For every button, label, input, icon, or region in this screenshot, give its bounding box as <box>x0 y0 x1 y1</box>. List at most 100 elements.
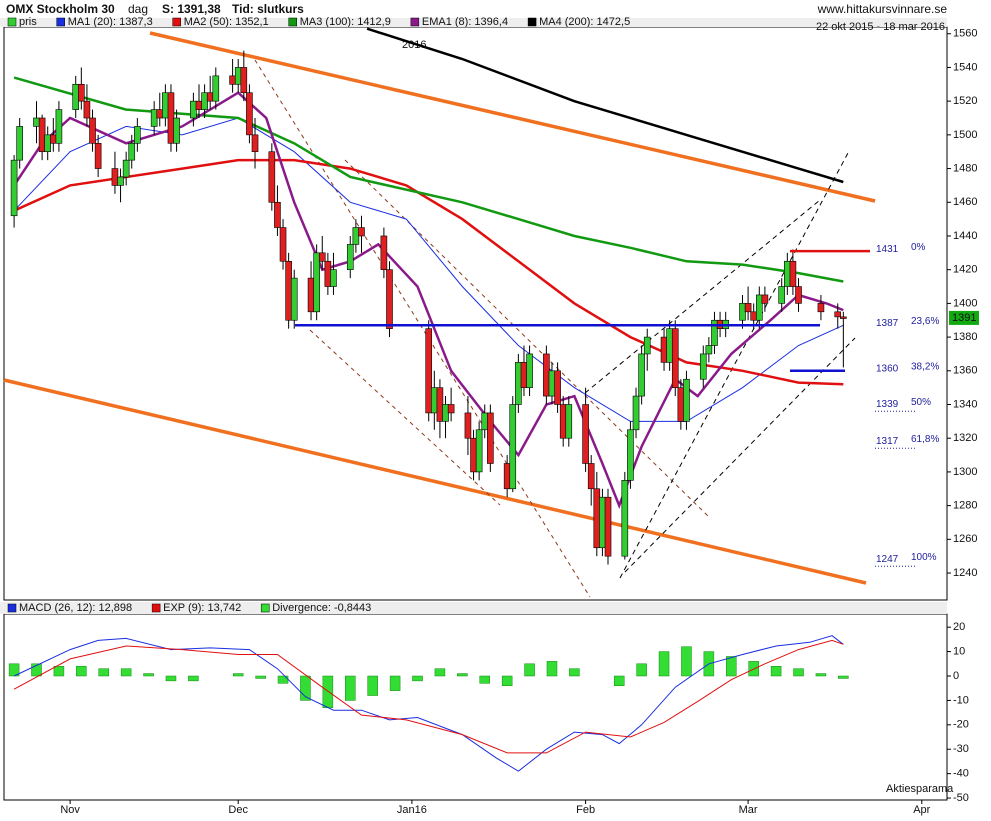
last-price-label: 1391 <box>952 312 976 324</box>
legend-label: EXP (9): 13,742 <box>163 602 241 614</box>
candle-body <box>330 269 337 287</box>
price-panel <box>3 26 948 601</box>
x-tick-label: Jan16 <box>397 804 427 816</box>
candle-body <box>632 395 640 431</box>
candle-body <box>750 311 757 321</box>
x-tick-label: Mar <box>739 804 758 816</box>
candle-body <box>475 429 483 473</box>
divergence-bar <box>815 673 827 677</box>
candle-body <box>470 437 477 473</box>
y-tick-label: 1260 <box>953 533 977 545</box>
divergence-bar <box>681 646 692 677</box>
fib-label: 61,8% <box>911 434 939 445</box>
candle-body <box>442 404 449 422</box>
candle-body <box>234 67 242 85</box>
candle-body <box>711 319 718 346</box>
candle-body <box>543 353 550 397</box>
divergence-bar <box>53 665 65 677</box>
candle-body <box>117 176 124 186</box>
candle-body <box>346 244 354 270</box>
legend-swatch <box>260 603 270 613</box>
fib-label: 38,2% <box>911 361 939 372</box>
candle-body <box>150 109 158 127</box>
candle-body <box>503 463 511 490</box>
channel-line <box>344 159 711 519</box>
candle-body <box>50 134 57 144</box>
y-tick-label: 1360 <box>953 365 977 377</box>
candle-body <box>38 117 46 153</box>
candle-body <box>671 328 679 388</box>
legend-label: Divergence: -0,8443 <box>272 602 371 614</box>
candle-body <box>509 404 517 490</box>
channel-line <box>624 337 856 573</box>
divergence-bar <box>76 665 87 677</box>
candle-body <box>251 134 259 153</box>
divergence-bar <box>613 675 625 687</box>
candle-body <box>352 227 360 245</box>
candle-body <box>190 100 197 119</box>
candle-body <box>699 353 707 380</box>
legend-bar <box>0 602 947 614</box>
fib-price: 1339 <box>876 399 899 410</box>
last-price-box <box>949 310 979 325</box>
candle-body <box>195 100 203 110</box>
y-tick-label: 1420 <box>953 264 977 276</box>
y-tick-label: 1340 <box>953 398 977 410</box>
divergence-bar <box>457 673 468 677</box>
divergence-bar <box>188 675 199 682</box>
candle-body <box>795 286 802 304</box>
divergence-bar <box>569 668 580 677</box>
x-tick-label: Dec <box>228 804 248 816</box>
x-tick-label: Apr <box>913 804 930 816</box>
legend-label: MACD (26, 12): 12,898 <box>19 602 132 614</box>
candle-body <box>599 496 606 549</box>
divergence-bar <box>165 675 177 682</box>
candle-body <box>487 412 494 464</box>
series-line <box>366 27 844 184</box>
candle-body <box>386 269 393 329</box>
legend-swatch <box>7 17 17 27</box>
channel-line <box>254 59 591 598</box>
y-tick-label: 1560 <box>953 28 977 40</box>
y-tick-label: -40 <box>953 768 969 780</box>
legend-swatch <box>288 17 297 27</box>
candle-body <box>683 378 690 422</box>
legend-label: MA2 (50): 1352,1 <box>184 16 269 28</box>
candle-body <box>212 75 220 102</box>
candle-body <box>290 277 298 321</box>
candle-body <box>83 100 91 119</box>
divergence-bar <box>770 665 782 677</box>
divergence-bar <box>389 675 401 691</box>
divergence-bar <box>345 675 356 701</box>
y-tick-label: 10 <box>953 645 965 657</box>
series-line <box>13 158 844 386</box>
y-tick-label: 1480 <box>953 162 977 174</box>
candle-body <box>565 404 573 439</box>
fib-label: 23,6% <box>911 316 939 327</box>
chart-title: OMX Stockholm 30 <box>6 2 115 16</box>
candle-body <box>134 126 141 144</box>
candle-body <box>447 404 455 414</box>
legend-swatch <box>172 17 181 27</box>
legend-swatch <box>151 603 161 613</box>
candle-body <box>279 227 287 262</box>
divergence-bar <box>412 675 423 682</box>
series-line <box>13 639 844 754</box>
trendline <box>3 378 867 585</box>
site: www.hittakursvinnare.se <box>817 2 948 16</box>
candle-body <box>268 151 276 203</box>
divergence-bar <box>658 651 670 677</box>
candle-body <box>122 159 130 178</box>
watermark: Aktiesparama <box>886 783 954 795</box>
candle-body <box>778 286 786 304</box>
candle-body <box>240 67 248 94</box>
candle-body <box>89 117 96 144</box>
divergence-bar <box>300 675 311 701</box>
candle-body <box>755 294 763 321</box>
candle-body <box>554 370 561 405</box>
divergence-bar <box>501 675 513 687</box>
trendline <box>149 31 876 203</box>
candle-body <box>834 311 842 318</box>
candle-body <box>55 109 63 144</box>
